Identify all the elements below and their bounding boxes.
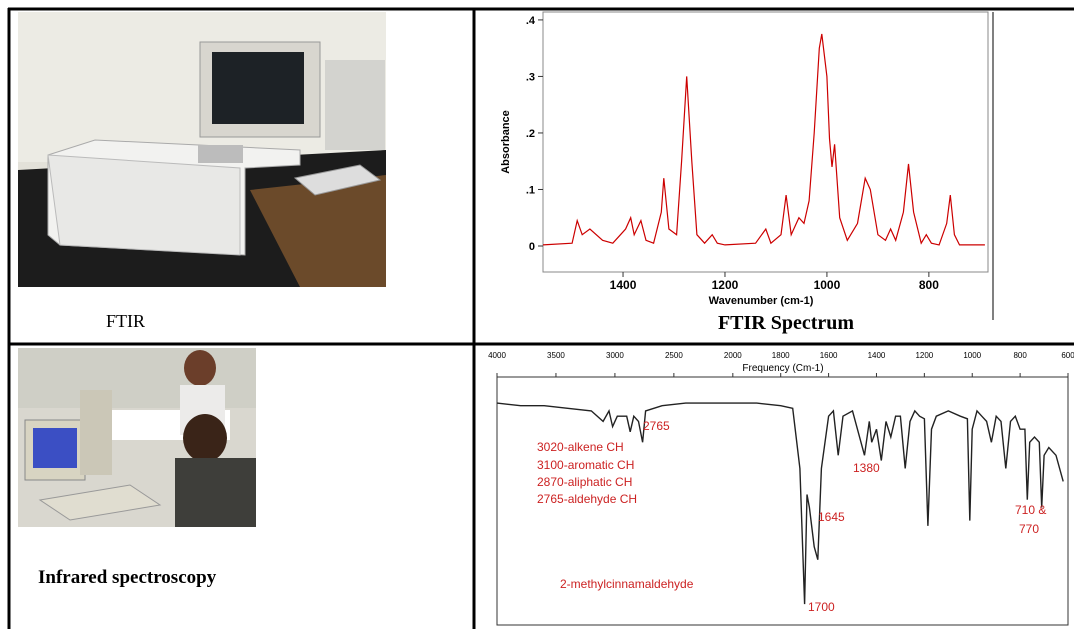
x-tick-label: 3500 <box>547 351 565 360</box>
x-tick-label: 1400 <box>868 351 886 360</box>
annotation: 710 & <box>1015 503 1046 517</box>
annotation: 770 <box>1019 522 1039 536</box>
y-tick-label: 0 <box>529 241 535 253</box>
x-tick-label: 2000 <box>724 351 742 360</box>
axis-title: Frequency (Cm-1) <box>742 363 823 374</box>
x-tick-label: 1000 <box>963 351 981 360</box>
x-tick-label: 1000 <box>814 278 841 292</box>
annotation: 1700 <box>808 600 835 614</box>
annotation: 1380 <box>853 461 880 475</box>
y-tick-label: .2 <box>526 128 535 140</box>
annotation: 1645 <box>818 510 845 524</box>
x-tick-label: 1800 <box>772 351 790 360</box>
x-tick-label: 1600 <box>820 351 838 360</box>
x-tick-label: 1200 <box>712 278 739 292</box>
plot-frame <box>542 11 989 273</box>
annotation: 2765 <box>643 419 670 433</box>
caption: Infrared spectroscopy <box>38 567 217 588</box>
spectrum-line <box>496 402 1064 605</box>
annotation: 2-methylcinnamaldehyde <box>560 577 694 591</box>
x-tick-label: 1200 <box>915 351 933 360</box>
plot-frame <box>496 376 1069 626</box>
y-tick-label: .1 <box>526 184 535 196</box>
caption: FTIR Spectrum <box>718 312 854 334</box>
x-tick-label: 3000 <box>606 351 624 360</box>
annotation: 3100-aromatic CH <box>537 458 634 472</box>
x-tick-label: 4000 <box>488 351 506 360</box>
annotation: 2870-aliphatic CH <box>537 475 632 489</box>
y-tick-label: .4 <box>526 15 536 27</box>
caption: FTIR <box>106 311 145 331</box>
annotation: 3020-alkene CH <box>537 440 624 454</box>
x-tick-label: 600 <box>1061 351 1074 360</box>
y-tick-label: .3 <box>526 71 535 83</box>
photo-ftir <box>18 12 386 287</box>
x-tick-label: 800 <box>1013 351 1027 360</box>
photo-lab <box>18 348 256 527</box>
x-tick-label: 2500 <box>665 351 683 360</box>
y-axis-label: Absorbance <box>500 110 512 174</box>
x-tick-label: 1400 <box>610 278 637 292</box>
spectrum-line <box>542 33 985 246</box>
annotation: 2765-aldehyde CH <box>537 492 637 506</box>
x-axis-label: Wavenumber (cm-1) <box>709 295 814 307</box>
x-tick-label: 800 <box>919 278 939 292</box>
